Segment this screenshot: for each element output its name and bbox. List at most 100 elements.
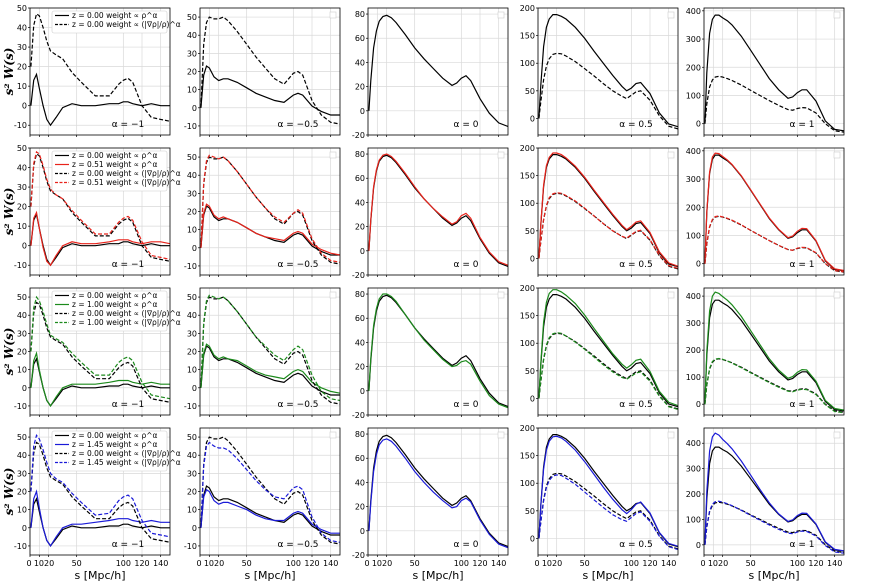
series-line-density-weight-z000	[200, 65, 340, 116]
y-tick-label: 200	[520, 4, 535, 13]
alpha-label: α = −1	[112, 540, 144, 550]
y-tick-label: -10	[184, 402, 197, 411]
series-line-grad-weight-z100	[200, 294, 340, 402]
y-tick-label: 30	[17, 329, 27, 338]
x-tick-label: 1020	[204, 559, 224, 568]
panel-r2-c4: 0 100 200 300 400 α = 1	[686, 287, 845, 417]
series-line-grad-weight-z100	[30, 295, 170, 400]
x-tick-label: 100	[790, 559, 805, 568]
series-line-density-weight-z000	[538, 154, 678, 268]
y-tick-label: 30	[17, 183, 27, 192]
y-tick-label: 40	[355, 58, 365, 67]
panel-frame	[537, 287, 679, 416]
y-tick-label: 100	[686, 231, 701, 240]
alpha-label: α = 1	[790, 540, 815, 550]
series-line-grad-weight-z000	[30, 301, 170, 403]
legend-empty-box	[667, 431, 675, 439]
panel-frame	[367, 287, 509, 416]
series-line-density-weight-z000	[538, 434, 678, 548]
y-tick-label: 20	[17, 203, 27, 212]
y-tick-label: 20	[355, 83, 365, 92]
y-tick-label: 30	[17, 469, 27, 478]
x-tick-label: 0	[364, 559, 369, 568]
y-tick-label: 40	[17, 24, 27, 33]
x-tick-label: 1020	[708, 559, 728, 568]
legend-empty-box	[667, 291, 675, 299]
y-tick-label: 80	[355, 430, 365, 439]
y-tick-label: 40	[355, 198, 365, 207]
series-line-grad-weight-z000	[30, 441, 170, 543]
series-line-grad-weight-z000	[538, 472, 678, 550]
legend-empty-box	[667, 151, 675, 159]
series-line-density-weight-z000	[368, 14, 508, 128]
y-tick-label: 0	[22, 524, 27, 533]
y-tick-label: 50	[17, 433, 27, 442]
series-line-grad-weight-z145	[538, 474, 678, 551]
series-line-density-weight-z000	[30, 497, 170, 547]
series-line-density-weight-z000	[30, 212, 170, 267]
series-line-density-weight-z000	[538, 294, 678, 408]
y-tick-label: 40	[17, 311, 27, 320]
series-line-density-weight-z100	[200, 343, 340, 394]
legend-entry: z = 0.51 weight ∝ (|∇ρ|/ρ)^α	[72, 178, 181, 187]
alpha-label: α = 0	[454, 260, 479, 270]
y-tick-label: 40	[187, 171, 197, 180]
panel-frame	[367, 7, 509, 136]
legend-empty-box	[497, 151, 505, 159]
series-line-density-weight-z000	[200, 345, 340, 396]
series-line-density-weight-z000	[704, 299, 844, 412]
y-tick-label: -10	[14, 542, 27, 551]
x-axis-label: s [Mpc/h]	[412, 569, 463, 581]
y-axis-label: s² W(s)	[2, 48, 16, 96]
series-line-density-weight-z051	[538, 152, 678, 267]
legend-empty-box	[497, 291, 505, 299]
y-tick-label: 10	[187, 86, 197, 95]
panel-frame	[537, 427, 679, 556]
y-tick-label: 50	[187, 433, 197, 442]
x-tick-label: 100	[116, 559, 131, 568]
series-line-grad-weight-z000	[30, 152, 170, 262]
panel-frame	[703, 287, 845, 416]
y-tick-label: 300	[686, 35, 701, 44]
x-tick-label: 120	[304, 559, 319, 568]
y-tick-label: -10	[184, 122, 197, 131]
legend-entry: z = 1.00 weight ∝ (|∇ρ|/ρ)^α	[72, 318, 181, 327]
y-tick-label: 20	[355, 223, 365, 232]
legend-entry: z = 0.00 weight ∝ ρ^α	[72, 11, 158, 20]
legend-entry: z = 0.00 weight ∝ (|∇ρ|/ρ)^α	[72, 169, 181, 178]
y-tick-label: 0	[360, 247, 365, 256]
legend-empty-box	[833, 431, 841, 439]
panel-r0-c4: 0 100 200 300 400 α = 1	[686, 7, 845, 137]
panel-r2-c0: -10 0 10 20 30 40 50 s² W(s) α = −1 z = 0.00 weig…	[2, 287, 181, 417]
y-tick-label: 200	[686, 203, 701, 212]
legend-empty-box	[833, 151, 841, 159]
y-tick-label: 50	[187, 153, 197, 162]
y-tick-label: 0	[696, 120, 701, 129]
y-tick-label: 60	[355, 314, 365, 323]
alpha-label: α = −1	[112, 120, 144, 130]
y-tick-label: 200	[686, 63, 701, 72]
series-line-grad-weight-z000	[200, 436, 340, 545]
y-tick-label: 20	[355, 363, 365, 372]
y-tick-label: 10	[17, 82, 27, 91]
series-line-grad-weight-z051	[704, 215, 844, 273]
y-tick-label: 200	[686, 346, 701, 355]
series-line-density-weight-z051	[200, 203, 340, 256]
y-tick-label: 50	[17, 4, 27, 13]
series-line-grad-weight-z000	[200, 296, 340, 405]
series-line-density-weight-z000	[368, 434, 508, 548]
legend-entry: z = 0.00 weight ∝ (|∇ρ|/ρ)^α	[72, 309, 181, 318]
y-tick-label: 0	[192, 524, 197, 533]
x-tick-label: 120	[134, 559, 149, 568]
y-tick-label: 200	[520, 284, 535, 293]
alpha-label: α = −1	[112, 260, 144, 270]
x-tick-label: 50	[746, 559, 756, 568]
y-tick-label: 50	[525, 367, 535, 376]
y-tick-label: 0	[530, 534, 535, 543]
y-tick-label: 40	[187, 451, 197, 460]
y-tick-label: 150	[520, 172, 535, 181]
x-tick-label: 50	[580, 559, 590, 568]
series-line-density-weight-z145	[30, 489, 170, 547]
